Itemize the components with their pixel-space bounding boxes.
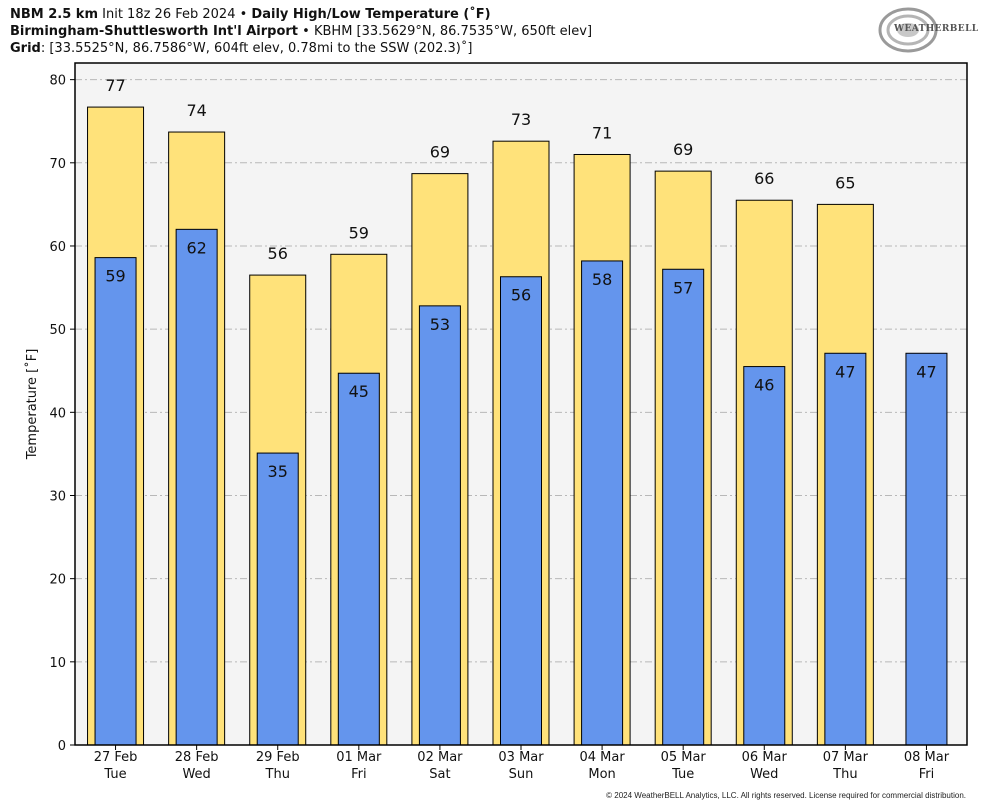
- x-tick-date-label: 04 Mar: [579, 750, 625, 765]
- x-tick-date-label: 01 Mar: [336, 750, 382, 765]
- logo-swirl-icon: [878, 7, 938, 53]
- x-tick-date-label: 29 Feb: [256, 750, 300, 765]
- x-tick-day-label: Wed: [182, 767, 210, 782]
- y-tick-label: 30: [49, 489, 66, 504]
- x-tick-day-label: Fri: [919, 767, 935, 782]
- low-bar: [256, 452, 299, 746]
- header-line-2: Birmingham-Shuttlesworth Int'l Airport •…: [10, 23, 592, 40]
- x-tick-date-label: 07 Mar: [823, 750, 869, 765]
- high-value-label: 66: [754, 169, 774, 188]
- x-tick-day-label: Thu: [832, 767, 857, 782]
- header-line-3: Grid: [33.5525°N, 86.7586°W, 604ft elev,…: [10, 40, 592, 57]
- y-axis-title: Temperature [˚F]: [24, 349, 40, 461]
- model-name: NBM 2.5 km: [10, 7, 98, 22]
- high-value-label: 77: [105, 76, 125, 95]
- y-tick-label: 50: [49, 323, 66, 338]
- x-tick-date-label: 02 Mar: [417, 750, 463, 765]
- low-value-label: 57: [673, 278, 693, 297]
- low-bar: [418, 305, 461, 746]
- y-tick-label: 60: [49, 240, 66, 255]
- low-value-label: 58: [592, 270, 612, 289]
- x-tick-day-label: Wed: [750, 767, 778, 782]
- high-value-label: 69: [430, 143, 450, 162]
- x-tick-date-label: 08 Mar: [904, 750, 950, 765]
- low-bar: [337, 372, 380, 746]
- x-tick-day-label: Tue: [671, 767, 694, 782]
- x-tick-date-label: 06 Mar: [742, 750, 788, 765]
- high-value-label: 71: [592, 123, 612, 142]
- header-line-1: NBM 2.5 km Init 18z 26 Feb 2024 • Daily …: [10, 6, 592, 23]
- copyright-footer: © 2024 WeatherBELL Analytics, LLC. All r…: [606, 791, 966, 800]
- chart-title: Daily High/Low Temperature (˚F): [251, 7, 491, 22]
- x-tick-date-label: 27 Feb: [94, 750, 138, 765]
- high-value-label: 56: [268, 244, 288, 263]
- x-tick-day-label: Thu: [265, 767, 290, 782]
- station-name: Birmingham-Shuttlesworth Int'l Airport: [10, 24, 299, 39]
- low-value-label: 62: [186, 238, 206, 257]
- grid-info: : [33.5525°N, 86.7586°W, 604ft elev, 0.7…: [40, 41, 473, 56]
- low-bar: [175, 228, 218, 746]
- x-tick-day-label: Tue: [103, 767, 126, 782]
- x-tick-day-label: Sat: [429, 767, 450, 782]
- separator: •: [239, 7, 248, 22]
- y-tick-label: 10: [49, 656, 66, 671]
- low-bar: [94, 257, 137, 746]
- init-time: Init 18z 26 Feb 2024: [102, 7, 236, 22]
- high-value-label: 69: [673, 140, 693, 159]
- low-value-label: 35: [268, 462, 288, 481]
- low-value-label: 59: [105, 267, 125, 286]
- x-tick-date-label: 28 Feb: [175, 750, 219, 765]
- y-tick-label: 70: [49, 157, 66, 172]
- y-tick-label: 40: [49, 406, 66, 421]
- high-value-label: 73: [511, 110, 531, 129]
- logo-text: WEATHERBELL: [894, 24, 979, 34]
- low-value-label: 47: [916, 362, 936, 381]
- chart-header: NBM 2.5 km Init 18z 26 Feb 2024 • Daily …: [10, 6, 592, 57]
- low-bar: [581, 260, 624, 746]
- weatherbell-logo: WEATHERBELL: [878, 6, 978, 56]
- separator: •: [302, 24, 310, 39]
- low-bar: [824, 352, 867, 746]
- grid-label: Grid: [10, 41, 41, 56]
- low-value-label: 47: [835, 362, 855, 381]
- x-tick-day-label: Sun: [509, 767, 534, 782]
- high-value-label: 74: [186, 101, 206, 120]
- y-tick-label: 80: [49, 74, 66, 89]
- x-tick-day-label: Mon: [588, 767, 615, 782]
- y-tick-label: 20: [49, 573, 66, 588]
- low-bar: [662, 268, 705, 746]
- y-tick-label: 0: [58, 739, 66, 754]
- low-bar: [743, 366, 786, 746]
- x-tick-date-label: 03 Mar: [498, 750, 544, 765]
- low-value-label: 46: [754, 376, 774, 395]
- low-value-label: 53: [430, 315, 450, 334]
- low-bar: [500, 276, 542, 746]
- low-value-label: 56: [511, 286, 531, 305]
- high-value-label: 59: [349, 223, 369, 242]
- high-value-label: 65: [835, 173, 855, 192]
- low-value-label: 45: [349, 382, 369, 401]
- x-tick-day-label: Fri: [351, 767, 367, 782]
- station-info: KBHM [33.5629°N, 86.7535°W, 650ft elev]: [313, 24, 593, 39]
- x-tick-date-label: 05 Mar: [661, 750, 707, 765]
- low-bar: [905, 352, 948, 746]
